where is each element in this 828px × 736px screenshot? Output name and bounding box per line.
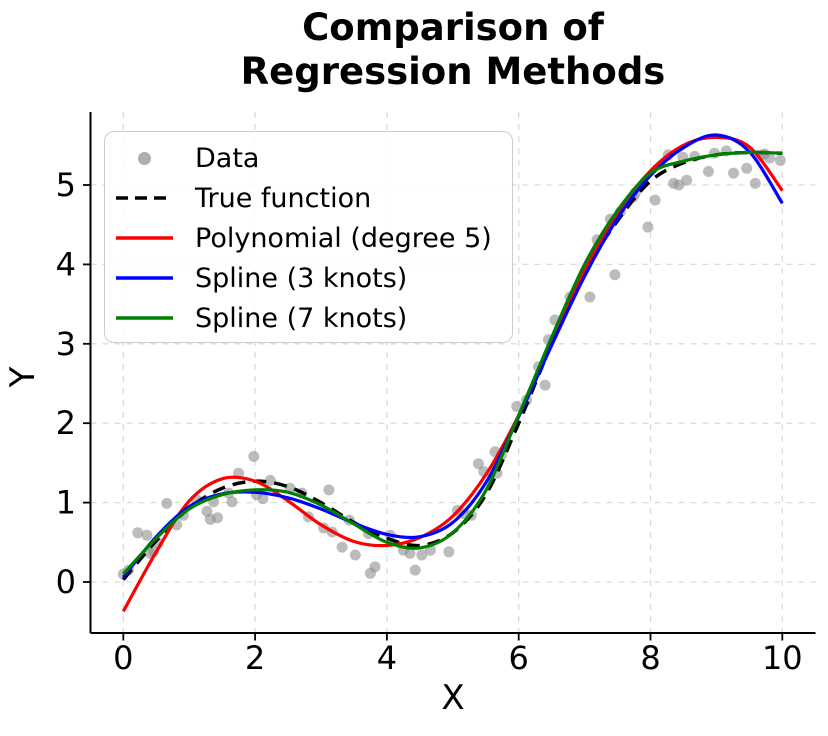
x-tick-label: 6 — [509, 639, 529, 677]
data-point — [649, 194, 661, 206]
data-point — [443, 546, 455, 558]
legend-line-marker — [116, 316, 173, 320]
data-point — [584, 291, 596, 303]
data-point — [764, 152, 776, 164]
legend-marker — [115, 194, 174, 202]
legend-marker — [115, 234, 174, 242]
y-tick-label: 0 — [56, 563, 76, 601]
y-axis-label: Y — [3, 366, 43, 388]
x-tick-label: 8 — [640, 639, 660, 677]
data-point — [681, 174, 693, 186]
data-point — [257, 493, 269, 505]
x-tick-label: 4 — [377, 639, 397, 677]
data-point — [323, 484, 335, 496]
data-point — [642, 221, 654, 233]
data-point — [226, 496, 238, 508]
data-point — [728, 167, 739, 179]
legend-marker — [115, 274, 174, 282]
data-point — [741, 162, 753, 174]
data-point — [539, 379, 551, 391]
data-point — [248, 451, 260, 462]
chart-title-line1: Comparison of — [302, 6, 604, 49]
legend: Data True function Polynomial (degree 5)… — [104, 131, 513, 343]
data-point — [673, 179, 685, 191]
data-point — [141, 529, 153, 541]
chart-title: Comparison of Regression Methods — [241, 6, 666, 94]
legend-item-spline-3-knots: Spline (3 knots) — [115, 258, 512, 298]
legend-item-label: Polynomial (degree 5) — [195, 222, 492, 254]
legend-item-label: True function — [195, 182, 372, 214]
legend-dot-marker — [138, 151, 151, 165]
x-axis-label: X — [441, 678, 465, 718]
legend-item-label: Spline (7 knots) — [195, 302, 408, 334]
y-tick-label: 1 — [56, 484, 76, 522]
legend-marker — [115, 151, 174, 165]
curve-polynomial-degree-5 — [121, 135, 784, 613]
y-tick-label: 2 — [56, 404, 76, 442]
chart-title-line2: Regression Methods — [240, 50, 666, 93]
data-point — [264, 474, 276, 486]
legend-item-spline-7-knots: Spline (7 knots) — [115, 298, 512, 338]
data-point — [369, 561, 381, 573]
y-tick-label: 5 — [56, 166, 76, 204]
data-point — [349, 549, 361, 561]
data-point — [511, 401, 523, 412]
legend-marker — [115, 314, 174, 322]
x-tick-label: 10 — [762, 639, 803, 677]
legend-item-data: Data — [115, 138, 512, 178]
data-point — [774, 154, 786, 166]
data-point — [473, 458, 484, 470]
x-tick-label: 2 — [245, 639, 265, 677]
legend-line-marker — [116, 276, 173, 280]
legend-item-true-function: True function — [115, 178, 512, 218]
tick-labels: 0 2 4 6 8 10 0 1 2 3 4 5 — [56, 166, 803, 677]
legend-item-label: Spline (3 knots) — [195, 262, 408, 294]
x-tick-label: 0 — [113, 639, 133, 677]
data-point — [132, 527, 144, 539]
legend-item-polynomial-degree-5: Polynomial (degree 5) — [115, 218, 512, 258]
y-tick-label: 4 — [56, 245, 76, 283]
legend-dashed-line-marker — [116, 196, 173, 200]
curve-spline-7-knots — [122, 150, 783, 576]
data-point — [404, 547, 416, 559]
data-point — [409, 564, 421, 576]
data-point — [749, 177, 761, 189]
data-point — [161, 497, 173, 509]
legend-line-marker — [116, 236, 173, 240]
data-point — [703, 166, 714, 177]
data-point — [416, 549, 428, 561]
axes-spines — [89, 112, 816, 634]
data-point — [609, 269, 621, 281]
legend-item-label: Data — [195, 142, 260, 174]
y-tick-label: 3 — [56, 325, 76, 363]
axis-ticks — [83, 184, 784, 641]
data-point — [336, 541, 348, 553]
data-point — [212, 512, 223, 524]
